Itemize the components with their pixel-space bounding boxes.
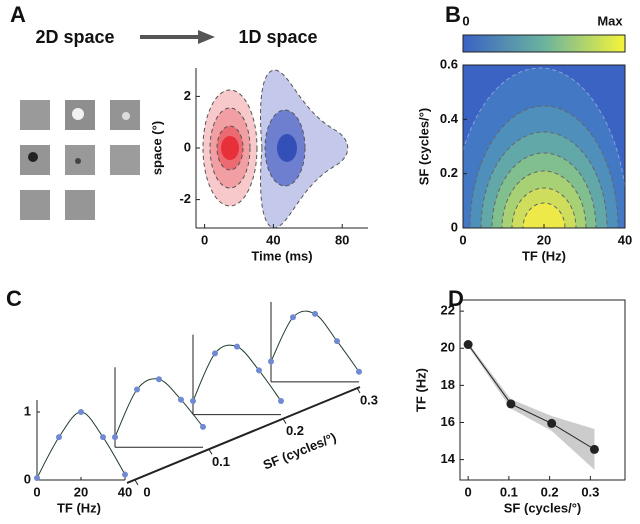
z-axis bbox=[126, 386, 361, 484]
x-tick-label: 20 bbox=[74, 484, 88, 499]
x-axis-label: Time (ms) bbox=[251, 248, 312, 263]
x-axis-label: SF (cycles/°) bbox=[504, 500, 581, 515]
x-tick-label: 40 bbox=[118, 484, 132, 499]
colorbar bbox=[462, 34, 626, 53]
point bbox=[334, 338, 340, 345]
point bbox=[212, 350, 218, 357]
y-axis-label: space (°) bbox=[149, 121, 164, 175]
colorbar-label: 0 bbox=[462, 13, 469, 28]
line bbox=[467, 344, 595, 450]
z-tick-label: 0 bbox=[143, 484, 150, 499]
point bbox=[100, 434, 106, 441]
point bbox=[234, 343, 240, 350]
point bbox=[134, 386, 140, 393]
curve bbox=[36, 411, 126, 479]
point bbox=[506, 399, 516, 409]
z-tick-label: 0.3 bbox=[360, 392, 378, 407]
y-tick-label: 20 bbox=[441, 340, 455, 355]
point bbox=[122, 471, 128, 478]
point bbox=[268, 358, 274, 365]
x-axis-label: TF (Hz) bbox=[57, 500, 101, 515]
point bbox=[278, 398, 284, 404]
x-tick-label: 40 bbox=[266, 232, 280, 247]
x-tick-label: 0 bbox=[33, 484, 40, 499]
x-axis-label: TF (Hz) bbox=[522, 248, 566, 263]
point bbox=[78, 409, 84, 415]
y-tick-label: 0 bbox=[451, 219, 458, 234]
y-tick-label: 0.4 bbox=[440, 111, 459, 126]
point bbox=[312, 310, 318, 317]
point bbox=[200, 423, 206, 430]
x-tick-label: 0 bbox=[465, 484, 472, 499]
y-tick-label: 1 bbox=[24, 403, 31, 418]
y-tick-label: 0.6 bbox=[440, 56, 458, 71]
panel-letter: C bbox=[6, 286, 22, 311]
contour-b bbox=[463, 65, 625, 228]
z-tick-label: 0.2 bbox=[286, 423, 304, 438]
x-tick-label: 0 bbox=[201, 232, 208, 247]
x-tick-label: 0.1 bbox=[500, 484, 518, 499]
point bbox=[463, 340, 473, 350]
point bbox=[290, 314, 296, 321]
arrow bbox=[140, 30, 215, 44]
error-band bbox=[468, 342, 595, 470]
y-tick-label: 16 bbox=[441, 414, 455, 429]
colorbar-label: Max bbox=[597, 13, 623, 28]
x-tick-label: 0 bbox=[459, 232, 466, 247]
y-tick-label: -2 bbox=[179, 191, 191, 206]
y-tick-label: 22 bbox=[441, 303, 455, 318]
contour-a bbox=[202, 69, 349, 229]
curve bbox=[192, 344, 282, 402]
annotation: 2D space bbox=[35, 27, 114, 47]
y-axis-label: SF (cycles/°) bbox=[416, 108, 431, 185]
point bbox=[34, 474, 40, 481]
panel-letter: B bbox=[445, 2, 461, 27]
y-axis-label: TF (Hz) bbox=[413, 368, 428, 412]
y-tick-label: 2 bbox=[184, 88, 191, 103]
x-tick-label: 40 bbox=[618, 232, 632, 247]
curve bbox=[114, 378, 204, 438]
point bbox=[56, 434, 62, 441]
z-tick bbox=[134, 479, 139, 486]
point bbox=[356, 368, 362, 375]
annotation: 1D space bbox=[238, 27, 317, 47]
z-tick bbox=[356, 387, 361, 394]
stimulus-grid bbox=[20, 100, 140, 220]
x-tick-label: 20 bbox=[537, 232, 551, 247]
z-tick bbox=[282, 418, 287, 424]
y-tick-label: 0 bbox=[24, 471, 31, 486]
point bbox=[256, 367, 262, 374]
point bbox=[190, 398, 196, 404]
point bbox=[547, 418, 557, 428]
x-tick-label: 0.3 bbox=[581, 484, 599, 499]
point bbox=[156, 376, 162, 383]
x-tick-label: 0.2 bbox=[541, 484, 559, 499]
axes-frame bbox=[459, 299, 626, 481]
z-tick-label: 0.1 bbox=[212, 454, 230, 469]
panel-letter: A bbox=[10, 2, 26, 27]
x-tick-label: 80 bbox=[335, 232, 349, 247]
y-tick-label: 14 bbox=[441, 451, 456, 466]
z-tick bbox=[208, 449, 213, 455]
point bbox=[112, 434, 118, 441]
point bbox=[178, 396, 184, 403]
curve bbox=[270, 310, 360, 372]
y-tick-label: 18 bbox=[441, 377, 455, 392]
y-tick-label: 0 bbox=[184, 139, 191, 154]
point bbox=[589, 444, 599, 454]
panel-letter: D bbox=[448, 286, 464, 311]
y-tick-label: 0.2 bbox=[440, 165, 458, 180]
